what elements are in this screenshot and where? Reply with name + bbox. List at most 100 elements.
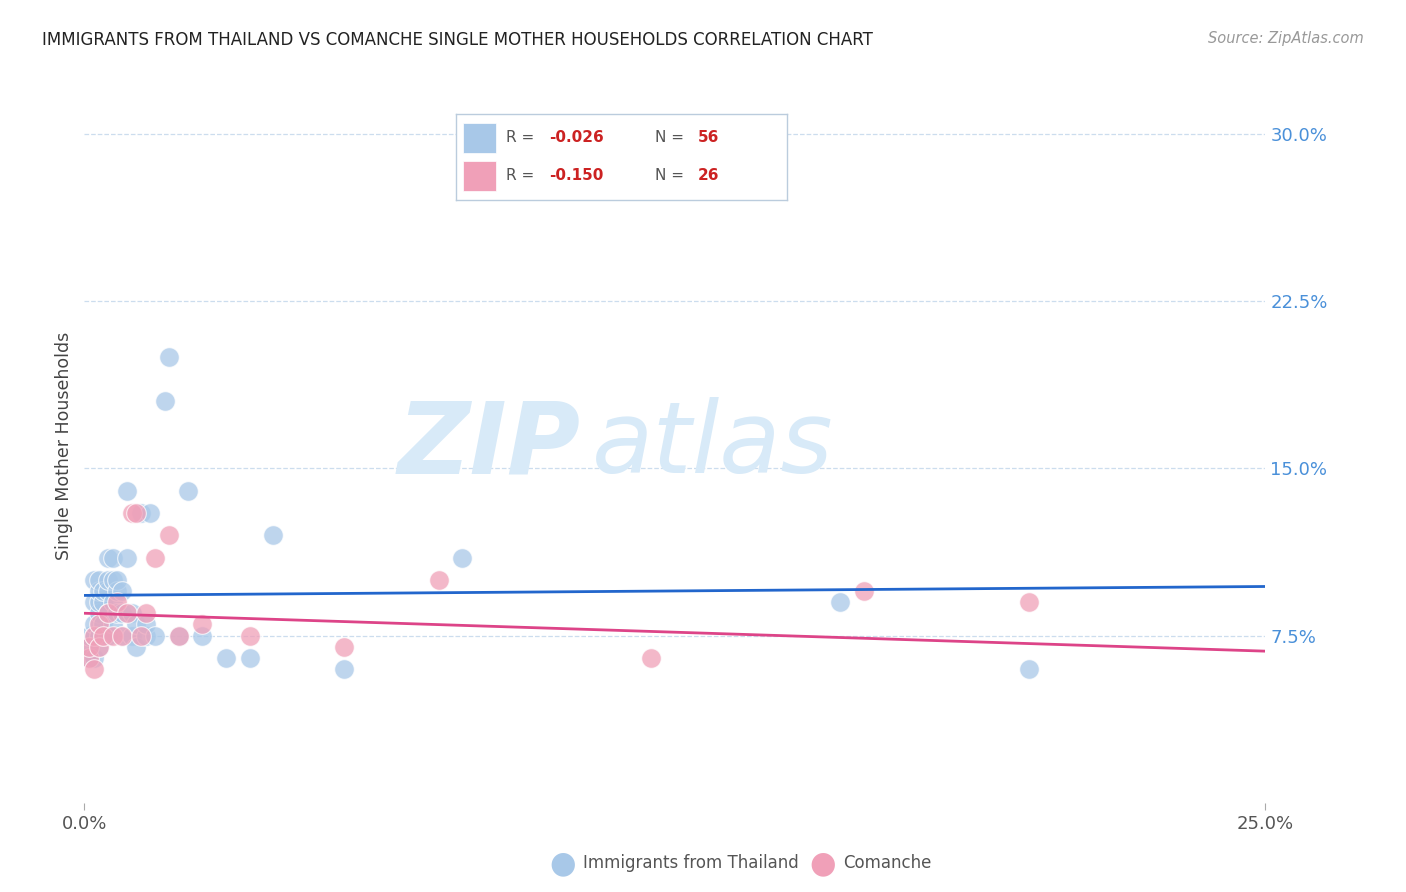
Point [97, 550, 120, 565]
Point [83, 617, 105, 632]
Text: IMMIGRANTS FROM THAILAND VS COMANCHE SINGLE MOTHER HOUSEHOLDS CORRELATION CHART: IMMIGRANTS FROM THAILAND VS COMANCHE SIN… [42, 31, 873, 49]
Point [111, 628, 134, 642]
Point [111, 628, 134, 642]
Point [135, 607, 157, 621]
Point [177, 483, 200, 498]
Point [87, 573, 110, 587]
Point [333, 662, 356, 676]
Point [91, 617, 114, 632]
Point [97, 628, 120, 642]
Point [77, 628, 100, 642]
Text: -0.026: -0.026 [548, 130, 603, 145]
Point [83, 662, 105, 676]
Point [1018, 595, 1040, 609]
Text: ZIP: ZIP [398, 398, 581, 494]
Point [87, 640, 110, 654]
Point [167, 628, 190, 642]
Point [91, 628, 114, 642]
Point [97, 573, 120, 587]
Point [143, 550, 166, 565]
Point [77, 640, 100, 654]
FancyBboxPatch shape [463, 161, 496, 191]
Point [125, 640, 148, 654]
Point [107, 607, 129, 621]
Point [167, 628, 190, 642]
Point [125, 506, 148, 520]
Point [101, 550, 124, 565]
Point [77, 640, 100, 654]
Point [83, 573, 105, 587]
Point [191, 628, 214, 642]
Point [121, 628, 143, 642]
Point [115, 607, 138, 621]
Point [101, 595, 124, 609]
Text: 56: 56 [697, 130, 718, 145]
Text: R =: R = [506, 130, 538, 145]
Point [139, 506, 162, 520]
Text: R =: R = [506, 169, 538, 184]
Text: N =: N = [655, 130, 689, 145]
Point [83, 595, 105, 609]
Text: Comanche: Comanche [844, 855, 932, 872]
Point [97, 607, 120, 621]
Text: N =: N = [655, 169, 689, 184]
Text: -0.150: -0.150 [548, 169, 603, 184]
Point [143, 628, 166, 642]
FancyBboxPatch shape [463, 123, 496, 153]
Point [830, 595, 852, 609]
Point [107, 595, 129, 609]
Text: Source: ZipAtlas.com: Source: ZipAtlas.com [1208, 31, 1364, 46]
Point [87, 583, 110, 598]
Point [157, 528, 180, 542]
Point [121, 607, 143, 621]
Point [153, 394, 176, 409]
Point [262, 528, 284, 542]
Point [215, 651, 238, 665]
Point [125, 617, 148, 632]
Point [1018, 662, 1040, 676]
Point [107, 583, 129, 598]
Point [87, 595, 110, 609]
Point [111, 583, 134, 598]
Point [115, 550, 138, 565]
Point [121, 506, 143, 520]
Text: atlas: atlas [592, 398, 834, 494]
Y-axis label: Single Mother Households: Single Mother Households [55, 332, 73, 560]
Point [77, 651, 100, 665]
Point [135, 617, 157, 632]
Point [97, 607, 120, 621]
Point [135, 628, 157, 642]
Point [83, 628, 105, 642]
Point [129, 506, 152, 520]
Point [101, 573, 124, 587]
Point [239, 651, 262, 665]
Point [640, 651, 662, 665]
Point [852, 583, 875, 598]
Text: 26: 26 [697, 169, 720, 184]
Point [87, 628, 110, 642]
Point [157, 350, 180, 364]
Point [191, 617, 214, 632]
Text: Immigrants from Thailand: Immigrants from Thailand [583, 855, 799, 872]
Point [101, 617, 124, 632]
Point [451, 550, 474, 565]
Text: ●: ● [550, 849, 575, 878]
Point [87, 617, 110, 632]
Point [91, 595, 114, 609]
Point [115, 483, 138, 498]
Point [87, 640, 110, 654]
Point [111, 607, 134, 621]
Point [101, 628, 124, 642]
Point [97, 583, 120, 598]
Point [239, 628, 262, 642]
Point [129, 628, 152, 642]
Point [107, 573, 129, 587]
Point [333, 640, 356, 654]
Point [83, 651, 105, 665]
Point [91, 583, 114, 598]
Point [77, 651, 100, 665]
Point [91, 628, 114, 642]
Point [427, 573, 450, 587]
Point [83, 628, 105, 642]
Point [87, 607, 110, 621]
